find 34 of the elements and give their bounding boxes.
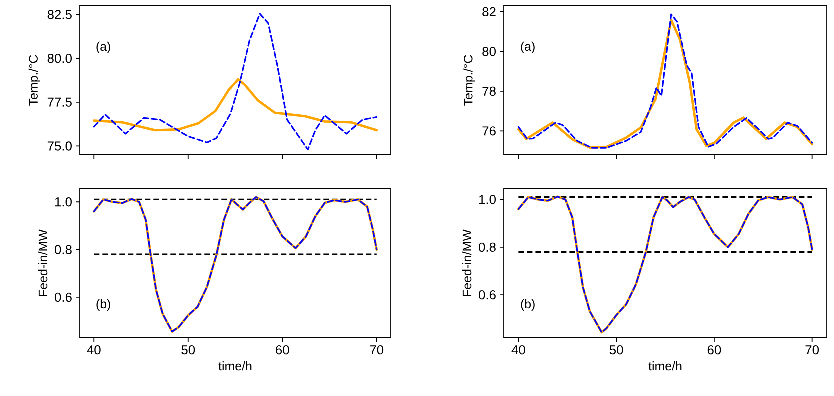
x-axis-title: time/h (648, 362, 682, 371)
y-tick-label: 0.6 (54, 292, 72, 302)
y-tick-label: 0.8 (54, 245, 72, 254)
y-tick-label: 78 (482, 86, 496, 96)
y-tick-label: 0.6 (478, 290, 496, 300)
x-tick-label: 70 (806, 346, 820, 355)
x-tick-label: 40 (87, 346, 101, 355)
y-tick-label: 82.5 (48, 10, 72, 20)
y-tick-label: 80 (482, 47, 496, 56)
x-tick-label: 50 (182, 346, 196, 355)
y-axis-title: Feed-in/MW (38, 230, 48, 296)
y-tick-label: 80.0 (48, 54, 72, 64)
line-series (93, 13, 378, 151)
y-tick-label: 77.5 (48, 98, 72, 107)
annotation: (b) (96, 299, 110, 312)
x-tick-label: 50 (610, 346, 624, 355)
line-series (92, 78, 378, 132)
y-axis-title: Temp./°C (464, 55, 476, 106)
y-tick-label: 82 (482, 7, 496, 17)
y-tick-label: 1.0 (55, 198, 72, 207)
x-tick-label: 60 (276, 346, 290, 355)
annotation: (a) (96, 42, 110, 54)
y-axis-title: Temp./°C (28, 55, 40, 106)
annotation: (a) (521, 42, 535, 54)
x-tick-label: 70 (370, 346, 384, 355)
y-tick-label: 1.0 (479, 195, 496, 204)
annotation: (b) (521, 299, 535, 312)
x-tick-label: 60 (708, 346, 722, 355)
y-axis-title: Feed-in/MW (462, 230, 472, 296)
x-axis-title: time/h (218, 362, 252, 371)
x-tick-label: 40 (512, 346, 526, 355)
y-tick-label: 0.8 (478, 242, 496, 252)
y-tick-label: 75.0 (48, 142, 72, 151)
y-tick-label: 76 (482, 126, 496, 136)
